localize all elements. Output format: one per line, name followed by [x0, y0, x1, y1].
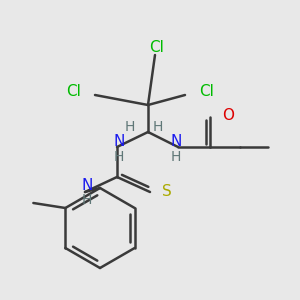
Text: Cl: Cl: [199, 83, 214, 98]
Text: H: H: [171, 150, 181, 164]
Text: N: N: [81, 178, 93, 194]
Text: N: N: [113, 134, 125, 149]
Text: N: N: [170, 134, 182, 149]
Text: S: S: [162, 184, 172, 200]
Text: H: H: [82, 193, 92, 207]
Text: H: H: [153, 120, 163, 134]
Text: O: O: [222, 107, 234, 122]
Text: H: H: [114, 150, 124, 164]
Text: H: H: [125, 120, 135, 134]
Text: Cl: Cl: [66, 83, 81, 98]
Text: Cl: Cl: [150, 40, 164, 55]
